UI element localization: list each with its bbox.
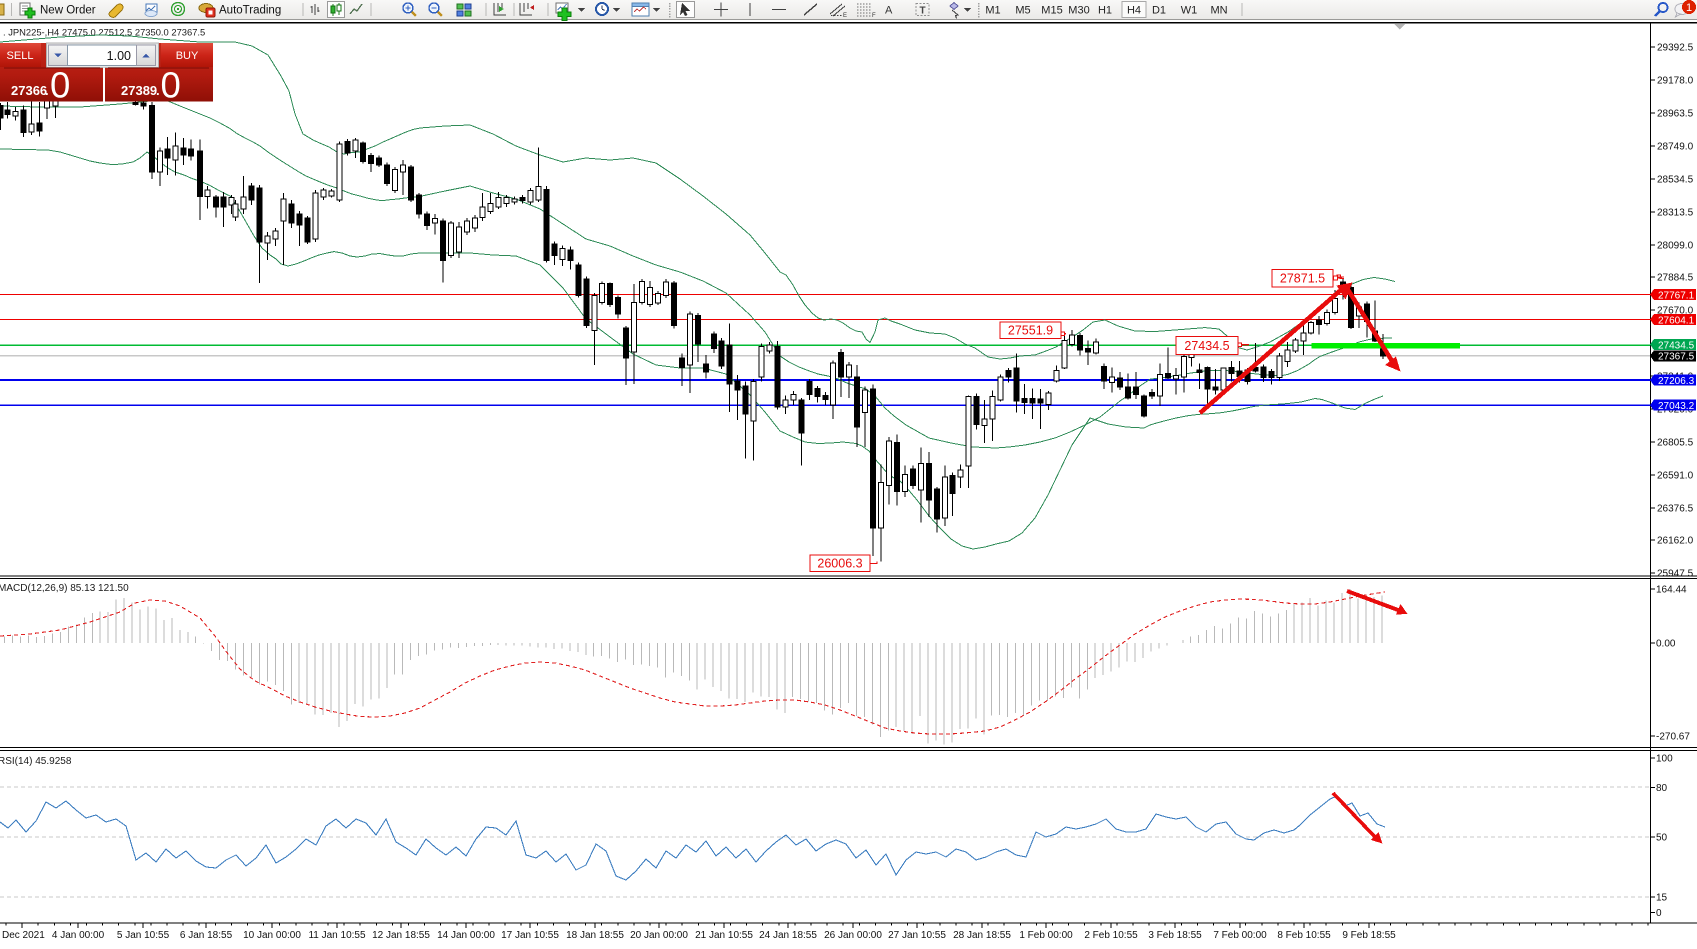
svg-text:100: 100	[1656, 754, 1673, 765]
svg-text:2 Feb 10:55: 2 Feb 10:55	[1084, 930, 1138, 941]
svg-text:28313.5: 28313.5	[1657, 208, 1694, 219]
svg-text:80: 80	[1656, 783, 1668, 794]
svg-text:27 Jan 10:55: 27 Jan 10:55	[888, 930, 946, 941]
svg-text:27871.5: 27871.5	[1280, 272, 1325, 286]
svg-text:11 Jan 10:55: 11 Jan 10:55	[308, 930, 366, 941]
svg-text:27434.5: 27434.5	[1184, 339, 1229, 353]
svg-text:27884.5: 27884.5	[1657, 273, 1694, 284]
svg-text:New Order: New Order	[40, 5, 96, 17]
svg-text:28534.5: 28534.5	[1657, 175, 1694, 186]
svg-text:20 Jan 00:00: 20 Jan 00:00	[630, 930, 688, 941]
svg-text:M30: M30	[1068, 5, 1089, 17]
svg-text:MACD(12,26,9) 85.13 121.50: MACD(12,26,9) 85.13 121.50	[0, 583, 129, 594]
svg-text:RSI(14) 45.9258: RSI(14) 45.9258	[0, 756, 72, 767]
svg-text:H1: H1	[1098, 5, 1112, 17]
svg-text:T: T	[920, 6, 926, 17]
svg-text:24 Jan 18:55: 24 Jan 18:55	[759, 930, 817, 941]
svg-text:4 Jan 00:00: 4 Jan 00:00	[52, 930, 105, 941]
svg-text:29178.0: 29178.0	[1657, 76, 1694, 87]
svg-text:1.00: 1.00	[107, 49, 131, 63]
svg-text:28099.0: 28099.0	[1657, 241, 1694, 252]
svg-text:0: 0	[1656, 908, 1662, 919]
svg-text:M1: M1	[985, 5, 1000, 17]
svg-text:26162.0: 26162.0	[1657, 536, 1694, 547]
svg-text:12 Jan 18:55: 12 Jan 18:55	[372, 930, 430, 941]
svg-text:F: F	[872, 13, 876, 19]
svg-text:-270.67: -270.67	[1656, 732, 1690, 743]
svg-text:.: .	[156, 83, 160, 98]
svg-text:26 Jan 00:00: 26 Jan 00:00	[824, 930, 882, 941]
svg-text:Dec 2021: Dec 2021	[2, 930, 45, 941]
svg-text:6 Jan 18:55: 6 Jan 18:55	[180, 930, 233, 941]
svg-text:.: .	[45, 83, 49, 98]
svg-text:1 Feb 00:00: 1 Feb 00:00	[1019, 930, 1073, 941]
svg-text:M15: M15	[1041, 5, 1062, 17]
svg-text:BUY: BUY	[176, 50, 199, 62]
svg-text:26591.0: 26591.0	[1657, 471, 1694, 482]
svg-text:50: 50	[1656, 833, 1668, 844]
svg-text:AutoTrading: AutoTrading	[219, 5, 281, 17]
svg-text:27604.1: 27604.1	[1658, 315, 1695, 326]
svg-text:MN: MN	[1210, 5, 1227, 17]
svg-text:H4: H4	[1127, 5, 1141, 17]
svg-text:0.00: 0.00	[1656, 639, 1676, 650]
svg-text:W1: W1	[1181, 5, 1198, 17]
svg-text:18 Jan 18:55: 18 Jan 18:55	[566, 930, 624, 941]
svg-text:27767.1: 27767.1	[1658, 290, 1695, 301]
svg-text:17 Jan 10:55: 17 Jan 10:55	[501, 930, 559, 941]
svg-text:27367.5: 27367.5	[1658, 352, 1695, 363]
svg-text:A: A	[885, 5, 893, 17]
svg-text:27670.0: 27670.0	[1657, 306, 1694, 317]
svg-text:27434.5: 27434.5	[1658, 340, 1695, 351]
svg-text:27043.2: 27043.2	[1658, 401, 1695, 412]
svg-text:164.44: 164.44	[1656, 585, 1687, 596]
svg-text:25947.5: 25947.5	[1657, 569, 1694, 580]
svg-text:28 Jan 18:55: 28 Jan 18:55	[953, 930, 1011, 941]
svg-text:26376.5: 26376.5	[1657, 504, 1694, 515]
svg-text:D1: D1	[1152, 5, 1166, 17]
svg-text:5 Jan 10:55: 5 Jan 10:55	[117, 930, 170, 941]
svg-text:27206.3: 27206.3	[1658, 376, 1695, 387]
svg-text:7 Feb 00:00: 7 Feb 00:00	[1213, 930, 1267, 941]
svg-text:8 Feb 10:55: 8 Feb 10:55	[1277, 930, 1331, 941]
svg-text:9 Feb 18:55: 9 Feb 18:55	[1342, 930, 1396, 941]
svg-text:SELL: SELL	[7, 50, 34, 62]
svg-text:15: 15	[1656, 893, 1668, 904]
svg-text:0: 0	[161, 65, 181, 106]
svg-text:29392.5: 29392.5	[1657, 43, 1694, 54]
svg-text:10 Jan 00:00: 10 Jan 00:00	[243, 930, 301, 941]
svg-text:27551.9: 27551.9	[1008, 324, 1053, 338]
svg-text:21 Jan 10:55: 21 Jan 10:55	[695, 930, 753, 941]
svg-text:27389: 27389	[121, 83, 157, 98]
svg-text:27366: 27366	[11, 83, 47, 98]
svg-text:1: 1	[1686, 2, 1692, 14]
svg-text:. JPN225-,H4 27475.0 27512.5: . JPN225-,H4 27475.0 27512.5 27350.0 273…	[3, 27, 205, 38]
svg-text:26006.3: 26006.3	[817, 557, 862, 571]
svg-text:E: E	[843, 13, 847, 19]
svg-text:28749.0: 28749.0	[1657, 142, 1694, 153]
svg-text:26805.5: 26805.5	[1657, 438, 1694, 449]
svg-text:0: 0	[50, 65, 70, 106]
svg-text:14 Jan 00:00: 14 Jan 00:00	[437, 930, 495, 941]
svg-text:28963.5: 28963.5	[1657, 109, 1694, 120]
svg-text:M5: M5	[1015, 5, 1030, 17]
svg-text:3 Feb 18:55: 3 Feb 18:55	[1148, 930, 1202, 941]
